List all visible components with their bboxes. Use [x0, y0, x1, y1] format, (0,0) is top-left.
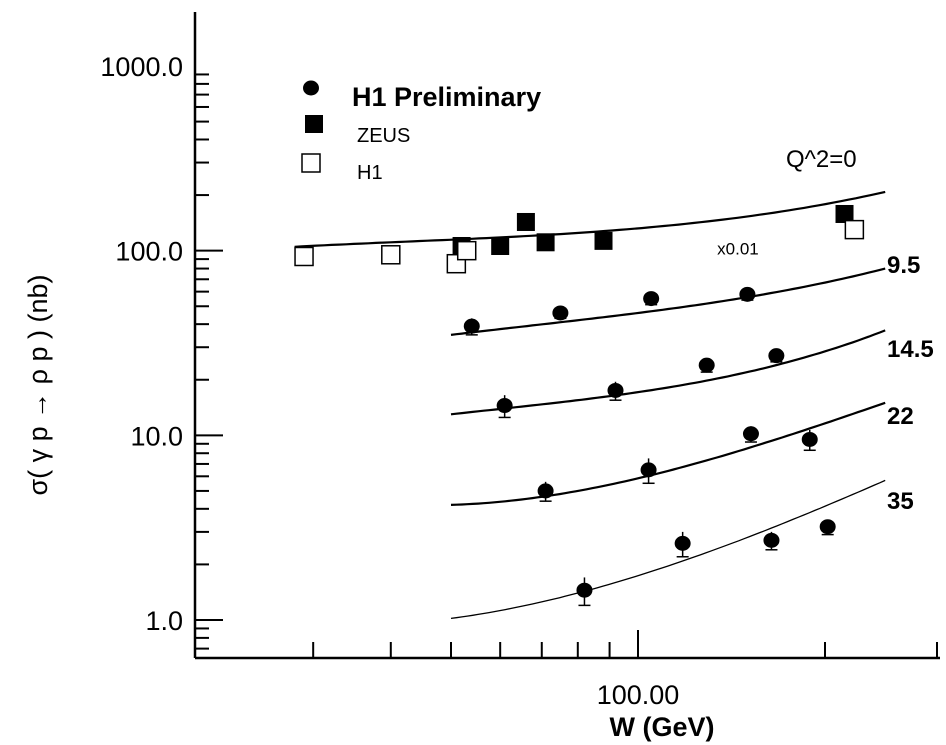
h1prelim-point — [576, 582, 593, 598]
h1-point — [294, 246, 314, 267]
h1prelim-point — [698, 357, 715, 373]
h1prelim-point — [643, 291, 660, 307]
curve-label: 14.5 — [887, 336, 934, 363]
h1prelim-point — [742, 426, 759, 442]
h1prelim-point — [552, 305, 569, 321]
model-curves — [294, 190, 886, 620]
h1prelim-point — [496, 398, 513, 414]
x-axis-title: W (GeV) — [610, 712, 715, 742]
legend-marker — [301, 153, 321, 173]
curve-label: 22 — [887, 403, 914, 430]
data-points — [294, 204, 865, 607]
model-curve — [450, 479, 886, 620]
x-tick-label: 100.00 — [597, 680, 680, 710]
zeus-point — [536, 233, 555, 252]
y-tick-label: 1000.0 — [100, 52, 183, 82]
model-curve — [294, 190, 886, 248]
h1-point — [844, 219, 865, 240]
axes: 1.0 10.0 100.0 1000.0 100.00 — [100, 12, 940, 710]
curve-label: 9.5 — [887, 252, 920, 279]
model-curve — [450, 329, 886, 416]
zeus-point — [835, 204, 854, 223]
legend-marker — [303, 80, 319, 96]
curve-label: 35 — [887, 488, 914, 515]
y-axis-title: σ( γ p → ρ p ) (nb) — [23, 274, 53, 495]
h1prelim-point — [801, 431, 818, 447]
h1prelim-point — [640, 462, 657, 478]
legend-label: ZEUS — [357, 125, 410, 147]
zeus-point — [491, 236, 510, 255]
h1prelim-point — [674, 535, 691, 551]
h1-point — [456, 240, 477, 261]
h1prelim-point — [768, 348, 785, 364]
model-curve — [450, 267, 886, 336]
legend-label: H1 Preliminary — [352, 82, 541, 112]
h1prelim-point — [763, 532, 780, 548]
h1prelim-point — [537, 483, 554, 499]
h1prelim-point — [819, 519, 836, 535]
model-curve — [450, 401, 886, 506]
h1-point — [381, 245, 401, 265]
curve-labels: Q^2=0 9.5 14.5 22 35 x0.01 — [717, 146, 934, 515]
h1prelim-point — [607, 382, 624, 398]
h1prelim-point — [463, 318, 480, 334]
y-tick-label: 100.0 — [115, 237, 183, 267]
y-tick-label: 1.0 — [145, 606, 183, 636]
h1prelim-point — [739, 286, 756, 302]
legend: H1 Preliminary ZEUS H1 — [301, 80, 541, 184]
legend-label: H1 — [357, 162, 383, 184]
curve-label: Q^2=0 — [786, 146, 857, 173]
y-tick-label: 10.0 — [130, 421, 183, 451]
zeus-point — [516, 212, 535, 231]
legend-marker — [305, 115, 323, 133]
scale-annotation: x0.01 — [717, 239, 759, 258]
zeus-point — [594, 231, 613, 250]
